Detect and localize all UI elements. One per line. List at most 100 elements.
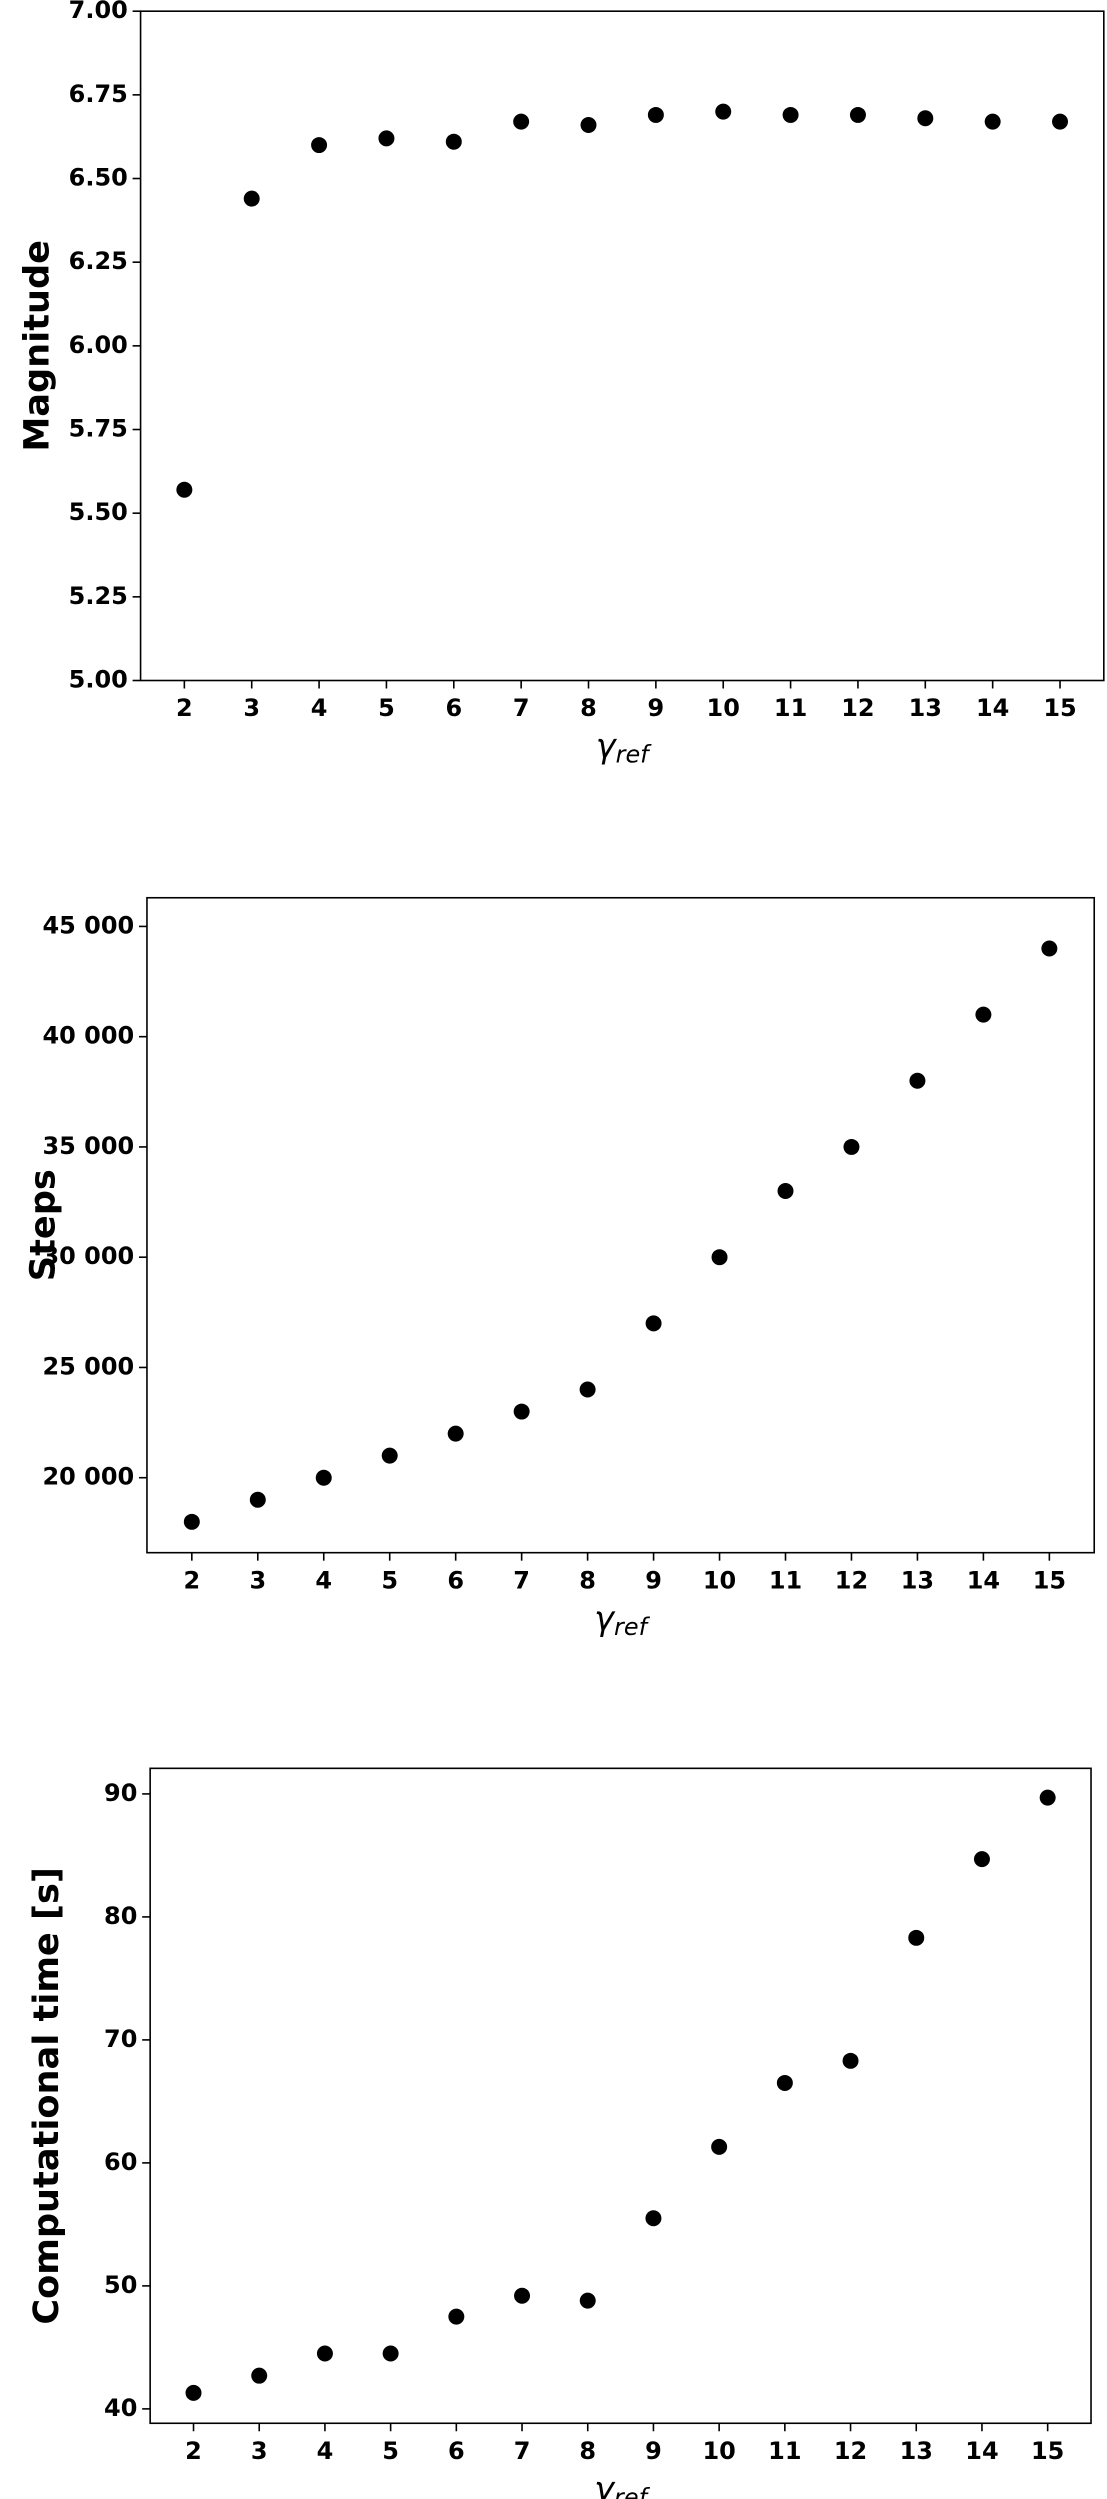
y-tick-label: 40: [104, 2394, 137, 2422]
data-point: [777, 1183, 794, 1200]
data-point: [1039, 1789, 1056, 1806]
data-point: [311, 137, 328, 154]
data-point: [580, 116, 597, 133]
data-point: [975, 1006, 992, 1023]
x-axis-label: γref: [594, 1598, 650, 1640]
data-point: [908, 1929, 925, 1946]
data-point: [448, 2308, 465, 2325]
data-point: [249, 1491, 266, 1508]
x-tick-label: 5: [382, 2437, 399, 2465]
y-tick-label: 30 000: [42, 1242, 134, 1270]
data-point: [973, 1851, 990, 1868]
y-tick-label: 20 000: [42, 1463, 134, 1491]
y-tick-label: 5.00: [69, 666, 128, 694]
x-tick-label: 14: [976, 694, 1009, 722]
data-point: [1052, 113, 1069, 130]
plot-frame: [149, 1767, 1092, 2425]
x-tick-label: 8: [580, 694, 597, 722]
x-tick-label: 9: [648, 694, 665, 722]
data-point: [909, 1072, 926, 1089]
x-tick-label: 12: [834, 2437, 867, 2465]
data-point: [381, 1447, 398, 1464]
x-tick-label: 7: [514, 2437, 531, 2465]
x-tick-label: 10: [707, 694, 740, 722]
data-point: [251, 2367, 268, 2384]
data-point: [185, 2384, 202, 2401]
y-tick-label: 40 000: [42, 1022, 134, 1050]
data-point: [243, 190, 260, 207]
x-tick-label: 14: [967, 1566, 1000, 1594]
y-tick-label: 60: [104, 2148, 137, 2176]
x-axis-subscript: ref: [616, 741, 653, 769]
y-axis-label: Computational time [s]: [26, 1867, 67, 2325]
x-tick-label: 5: [378, 694, 395, 722]
data-point: [917, 110, 934, 127]
x-tick-label: 13: [909, 694, 942, 722]
data-point: [782, 106, 799, 123]
y-tick-label: 7.00: [69, 0, 128, 24]
x-tick-label: 9: [645, 1566, 662, 1594]
data-point: [183, 1513, 200, 1530]
y-tick-label: 80: [104, 1902, 137, 1930]
y-tick-label: 6.25: [69, 247, 128, 275]
data-point: [711, 2138, 728, 2155]
y-tick-label: 45 000: [42, 911, 134, 939]
x-tick-label: 2: [185, 2437, 202, 2465]
x-axis-symbol: γ: [594, 1598, 616, 1637]
x-axis-label: γref: [594, 2469, 650, 2499]
x-tick-label: 13: [900, 2437, 933, 2465]
data-point: [316, 2345, 333, 2362]
y-axis-label: Steps: [23, 1169, 64, 1281]
data-point: [715, 103, 732, 120]
x-tick-label: 4: [315, 1566, 332, 1594]
x-tick-label: 12: [835, 1566, 868, 1594]
x-tick-label: 9: [645, 2437, 662, 2465]
x-tick-label: 15: [1031, 2437, 1064, 2465]
x-tick-label: 4: [311, 694, 328, 722]
data-point: [176, 481, 193, 498]
x-tick-label: 6: [445, 694, 462, 722]
x-tick-label: 13: [901, 1566, 934, 1594]
x-tick-label: 10: [702, 2437, 735, 2465]
data-point: [776, 2074, 793, 2091]
data-point: [842, 2052, 859, 2069]
data-point: [645, 1315, 662, 1332]
data-point: [513, 113, 530, 130]
y-tick-label: 5.75: [69, 415, 128, 443]
data-point: [984, 113, 1001, 130]
data-point: [445, 133, 462, 150]
y-tick-label: 6.00: [69, 331, 128, 359]
y-tick-label: 50: [104, 2271, 137, 2299]
x-tick-label: 8: [579, 1566, 596, 1594]
y-tick-label: 90: [104, 1779, 137, 1807]
y-tick-label: 6.50: [69, 164, 128, 192]
x-tick-label: 15: [1043, 694, 1076, 722]
x-tick-label: 6: [448, 2437, 465, 2465]
data-point: [579, 2292, 596, 2309]
x-axis-symbol: γ: [596, 726, 618, 765]
x-tick-label: 11: [768, 2437, 801, 2465]
data-point: [843, 1138, 860, 1155]
x-tick-label: 2: [176, 694, 193, 722]
data-point: [579, 1381, 596, 1398]
x-tick-label: 3: [243, 694, 260, 722]
x-axis-subscript: ref: [614, 2483, 651, 2499]
plot-frame: [146, 896, 1096, 1554]
data-point: [711, 1249, 728, 1266]
x-tick-label: 2: [183, 1566, 200, 1594]
x-tick-label: 6: [447, 1566, 464, 1594]
data-point: [315, 1469, 332, 1486]
x-tick-label: 11: [774, 694, 807, 722]
data-point: [647, 106, 664, 123]
x-axis-subscript: ref: [614, 1613, 651, 1641]
x-axis-label: γref: [596, 726, 652, 768]
data-point: [514, 2287, 531, 2304]
y-tick-label: 70: [104, 2025, 137, 2053]
x-tick-label: 10: [703, 1566, 736, 1594]
x-tick-label: 3: [249, 1566, 266, 1594]
plot-frame: [139, 10, 1105, 682]
data-point: [1041, 940, 1058, 957]
data-point: [382, 2345, 399, 2362]
x-tick-label: 14: [965, 2437, 998, 2465]
